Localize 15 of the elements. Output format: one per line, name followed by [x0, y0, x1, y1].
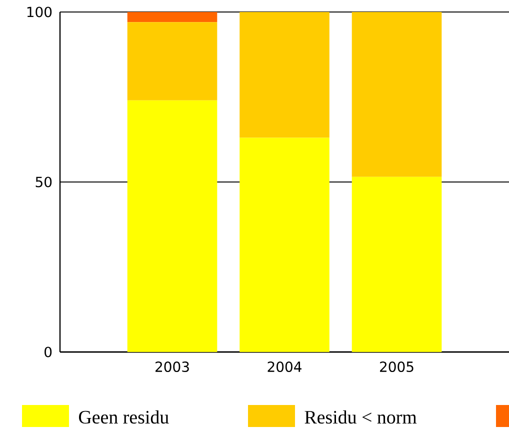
bar [127, 22, 218, 100]
x-tick-label: 2005 [380, 361, 414, 372]
bar [127, 12, 218, 22]
y-tick-label: 0 [44, 346, 52, 358]
y-tick-label: 50 [36, 176, 52, 188]
legend-label: Geen residu [78, 410, 169, 424]
y-tick-label: 100 [27, 6, 52, 18]
bar [352, 176, 442, 352]
bar [127, 100, 218, 352]
bar [352, 12, 442, 177]
x-tick-label: 2004 [268, 361, 302, 372]
x-tick-label: 2003 [156, 361, 189, 372]
bar [240, 138, 330, 352]
legend-label: Residu < norm [304, 410, 417, 424]
bar [240, 12, 330, 138]
